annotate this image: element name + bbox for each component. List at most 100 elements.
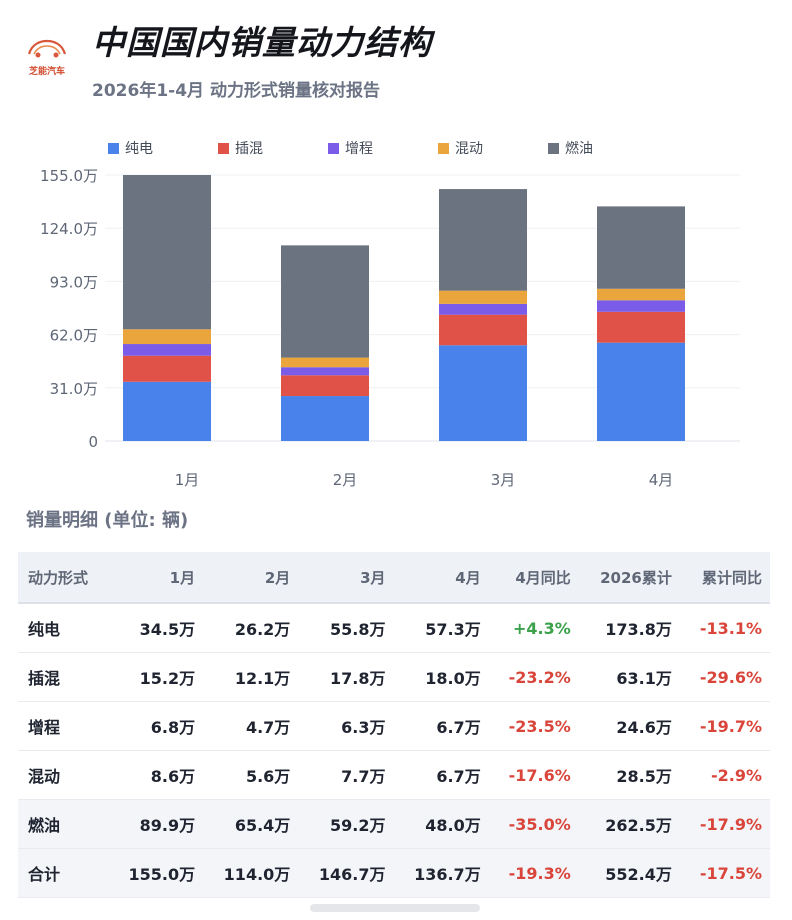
table-cell: -17.9%	[679, 799, 770, 849]
column-header: 4月	[393, 552, 489, 604]
table-cell: 7.7万	[298, 750, 394, 800]
table-cell: 146.7万	[298, 848, 394, 898]
column-header: 累计同比	[679, 552, 770, 604]
table-cell: 89.9万	[107, 799, 204, 849]
table-cell: 18.0万	[393, 652, 489, 702]
y-tick-label: 0	[88, 433, 98, 451]
x-tick-label: 1月	[175, 471, 200, 489]
legend-swatch	[108, 143, 119, 154]
bar-segment	[281, 367, 369, 376]
table-cell: -35.0%	[488, 799, 579, 849]
table-cell: 17.8万	[298, 652, 394, 702]
table-cell: 48.0万	[393, 799, 489, 849]
table-cell: -17.5%	[679, 848, 770, 898]
table-cell: 6.7万	[393, 750, 489, 800]
bar-segment	[439, 314, 527, 346]
bar-segment	[123, 381, 211, 441]
column-header: 4月同比	[488, 552, 579, 604]
x-tick-label: 2月	[333, 471, 358, 489]
legend-label: 插混	[235, 141, 263, 157]
bar-segment	[123, 344, 211, 356]
table-row: 合计 155.0万 114.0万 146.7万 136.7万 -19.3% 552.4万 -1…	[18, 848, 770, 898]
y-tick-label: 31.0万	[50, 380, 98, 398]
bar-segment	[281, 396, 369, 441]
table-cell: -19.7%	[679, 701, 770, 751]
brand-logo: 芝能汽车	[20, 38, 74, 82]
x-tick-label: 3月	[491, 471, 516, 489]
table-row: 增程 6.8万 4.7万 6.3万 6.7万 -23.5% 24.6万 -19.7%	[18, 701, 770, 751]
table-cell: 63.1万	[578, 652, 680, 702]
table-cell: 24.6万	[578, 701, 680, 751]
table-cell: -23.2%	[488, 652, 579, 702]
table-cell: 15.2万	[107, 652, 204, 702]
table-row: 混动 8.6万 5.6万 7.7万 6.7万 -17.6% 28.5万 -2.9%	[18, 750, 770, 800]
table-cell: 混动	[18, 750, 108, 800]
table-cell: 6.7万	[393, 701, 489, 751]
legend-label: 增程	[345, 141, 373, 157]
bar-segment	[123, 355, 211, 382]
bar-segment	[597, 300, 685, 312]
table-cell: 114.0万	[203, 848, 299, 898]
table-cell: 136.7万	[393, 848, 489, 898]
bar-segment	[123, 175, 211, 330]
bar-segment	[597, 311, 685, 343]
table-cell: 155.0万	[107, 848, 204, 898]
table-cell: -23.5%	[488, 701, 579, 751]
logo-text: 芝能汽车	[28, 67, 65, 77]
bar-segment	[597, 206, 685, 289]
table-row: 纯电 34.5万 26.2万 55.8万 57.3万 +4.3% 173.8万 -13.1%	[18, 603, 770, 653]
table-cell: 262.5万	[578, 799, 680, 849]
table-cell: 12.1万	[203, 652, 299, 702]
bar-segment	[281, 375, 369, 397]
bar-segment	[123, 329, 211, 345]
y-tick-label: 62.0万	[50, 327, 98, 345]
table-cell: 26.2万	[203, 603, 299, 653]
y-tick-label: 124.0万	[40, 220, 98, 238]
column-header: 动力形式	[18, 552, 108, 604]
table-cell: 55.8万	[298, 603, 394, 653]
table-cell: 增程	[18, 701, 108, 751]
bar-segment	[597, 288, 685, 301]
bar-segment	[439, 290, 527, 304]
table-title: 销量明细 (单位: 辆)	[26, 510, 189, 531]
table-row: 燃油 89.9万 65.4万 59.2万 48.0万 -35.0% 262.5万 -17.9%	[18, 799, 770, 849]
legend-swatch	[218, 143, 229, 154]
bar-segment	[439, 303, 527, 315]
bar-segment	[439, 345, 527, 441]
table-cell: 552.4万	[578, 848, 680, 898]
table-row: 插混 15.2万 12.1万 17.8万 18.0万 -23.2% 63.1万 -29.6%	[18, 652, 770, 702]
y-tick-label: 93.0万	[50, 273, 98, 291]
column-header: 1月	[107, 552, 204, 604]
table-header-row: 动力形式 1月 2月 3月 4月 4月同比 2026累计 累计同比	[18, 552, 770, 604]
table-cell: 6.3万	[298, 701, 394, 751]
page-title: 中国国内销量动力结构	[92, 23, 432, 62]
legend-swatch	[438, 143, 449, 154]
sales-detail-table: 动力形式 1月 2月 3月 4月 4月同比 2026累计 累计同比 纯电 34.5万 26.2万 5…	[18, 552, 770, 898]
table-cell: -19.3%	[488, 848, 579, 898]
table-cell: 8.6万	[107, 750, 204, 800]
table-cell: 4.7万	[203, 701, 299, 751]
table-cell: +4.3%	[488, 603, 579, 653]
legend-label: 混动	[455, 141, 483, 157]
table-cell: 65.4万	[203, 799, 299, 849]
table-cell: 6.8万	[107, 701, 204, 751]
table-cell: -17.6%	[488, 750, 579, 800]
table-cell: 59.2万	[298, 799, 394, 849]
bar-segment	[439, 189, 527, 291]
column-header: 2026累计	[578, 552, 680, 604]
table-cell: 合计	[18, 848, 108, 898]
table-cell: 纯电	[18, 603, 108, 653]
car-logo-icon	[27, 39, 67, 58]
table-cell: -29.6%	[679, 652, 770, 702]
table-cell: 173.8万	[578, 603, 680, 653]
column-header: 2月	[203, 552, 299, 604]
watermark-blur	[310, 904, 480, 912]
column-header: 3月	[298, 552, 394, 604]
table-cell: 燃油	[18, 799, 108, 849]
stacked-bar-chart: 纯电 插混 增程 混动 燃油 0 31.0万 62.0万 93.0万 124.0万 155.0万 1月…	[40, 140, 740, 489]
page-subtitle: 2026年1-4月 动力形式销量核对报告	[92, 81, 380, 101]
table-cell: 57.3万	[393, 603, 489, 653]
table-cell: 34.5万	[107, 603, 204, 653]
table-cell: 插混	[18, 652, 108, 702]
x-tick-label: 4月	[649, 471, 674, 489]
